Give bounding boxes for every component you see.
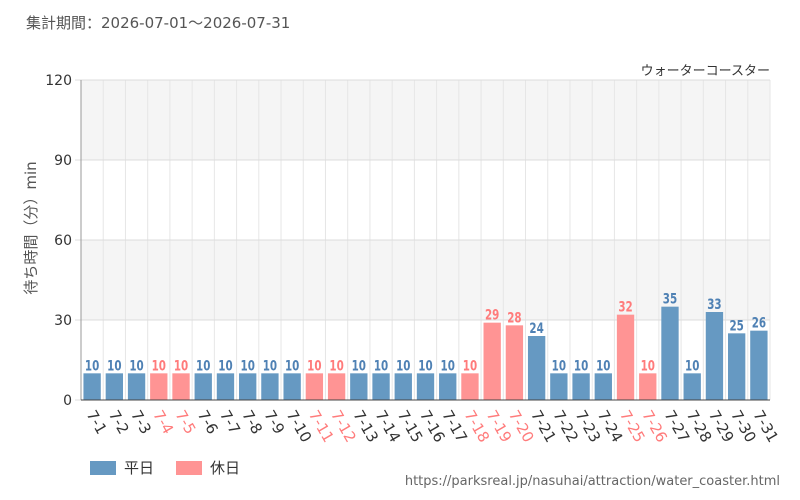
bar-7-9 — [261, 373, 279, 400]
x-tick-label-7-7: 7-7 — [216, 407, 244, 437]
data-label-7-7: 10 — [218, 358, 232, 374]
data-label-7-6: 10 — [196, 358, 210, 374]
data-label-7-15: 10 — [396, 358, 410, 374]
legend-item-weekday: 平日 — [90, 457, 154, 478]
bar-7-8 — [239, 373, 257, 400]
bar-series — [83, 306, 768, 400]
legend-holiday-label: 休日 — [210, 459, 241, 477]
bar-7-16 — [416, 373, 435, 400]
data-label-7-8: 10 — [241, 358, 255, 374]
data-label-7-17: 10 — [441, 358, 455, 374]
y-tick-label: 60 — [54, 233, 72, 249]
chart-title: ウォーターコースター — [640, 64, 770, 79]
legend-item-holiday: 休日 — [176, 457, 240, 478]
data-label-7-4: 10 — [152, 358, 166, 374]
legend: 平日 休日 — [90, 457, 240, 478]
bar-7-11 — [305, 373, 324, 400]
x-tick-label-7-1: 7-1 — [83, 407, 111, 437]
bar-7-7 — [216, 373, 235, 400]
collection-period-label: 集計期間：2026-07-01～2026-07-31 — [26, 14, 291, 32]
data-label-7-24: 10 — [596, 358, 610, 374]
bar-7-25 — [616, 314, 635, 400]
data-label-7-11: 10 — [307, 358, 321, 374]
data-label-7-13: 10 — [352, 358, 366, 374]
bar-7-13 — [350, 373, 368, 400]
bar-7-5 — [172, 373, 190, 400]
data-label-7-1: 10 — [85, 358, 99, 374]
data-label-7-16: 10 — [418, 358, 432, 374]
data-label-7-3: 10 — [129, 358, 143, 374]
legend-weekday-label: 平日 — [124, 459, 155, 477]
data-label-7-21: 24 — [529, 321, 543, 337]
data-label-7-5: 10 — [174, 358, 188, 374]
bar-7-26 — [639, 373, 657, 400]
bar-7-17 — [439, 373, 457, 400]
x-tick-label-7-5: 7-5 — [172, 407, 200, 437]
data-label-7-27: 35 — [663, 292, 677, 308]
data-label-7-12: 10 — [329, 358, 343, 374]
bar-7-22 — [550, 373, 568, 400]
data-label-7-20: 28 — [507, 310, 521, 326]
bar-7-27 — [661, 306, 679, 400]
y-tick-label: 90 — [54, 153, 72, 169]
y-axis-tick-labels: 0 30 60 90 120 — [45, 73, 72, 409]
weekday-swatch — [90, 460, 116, 475]
x-tick-label-7-8: 7-8 — [238, 407, 266, 437]
data-label-7-23: 10 — [574, 358, 588, 374]
bar-7-14 — [372, 373, 390, 400]
bar-7-19 — [483, 322, 501, 400]
x-tick-label-7-6: 7-6 — [194, 407, 222, 437]
bar-7-29 — [705, 312, 724, 400]
x-tick-label-7-9: 7-9 — [260, 407, 288, 437]
bar-7-18 — [461, 373, 479, 400]
plot-band — [81, 80, 770, 160]
bar-7-1 — [83, 373, 101, 400]
data-label-7-9: 10 — [263, 358, 277, 374]
data-label-7-28: 10 — [685, 358, 699, 374]
data-label-7-25: 32 — [618, 300, 632, 316]
y-tick-label: 120 — [45, 73, 72, 89]
data-label-7-10: 10 — [285, 358, 299, 374]
data-label-7-29: 33 — [707, 297, 721, 313]
data-label-7-19: 29 — [485, 308, 499, 324]
plot-band — [81, 240, 770, 320]
bar-7-20 — [505, 325, 524, 400]
bar-7-15 — [394, 373, 412, 400]
bar-7-28 — [683, 373, 701, 400]
x-tick-label-7-3: 7-3 — [127, 407, 155, 437]
bar-7-10 — [283, 373, 301, 400]
bar-7-6 — [194, 373, 212, 400]
source-url: https://parksreal.jp/nasuhai/attraction/… — [404, 474, 780, 489]
y-tick-label: 30 — [54, 313, 72, 329]
data-label-7-14: 10 — [374, 358, 388, 374]
x-tick-label-7-4: 7-4 — [149, 407, 177, 437]
data-label-7-2: 10 — [107, 358, 121, 374]
holiday-swatch — [176, 460, 203, 475]
data-label-7-22: 10 — [552, 358, 566, 374]
x-tick-label-7-2: 7-2 — [105, 407, 133, 437]
data-label-7-30: 25 — [729, 318, 743, 334]
bar-7-3 — [127, 373, 146, 400]
data-label-7-31: 26 — [752, 316, 766, 332]
data-label-7-26: 10 — [641, 358, 655, 374]
y-tick-label: 0 — [63, 393, 72, 409]
plot-band — [81, 160, 770, 240]
bar-7-23 — [572, 373, 590, 400]
x-axis-tick-labels: 7-17-27-37-47-57-67-77-87-97-107-117-127… — [83, 407, 782, 445]
data-labels: 10 10 10 10 10 10 10 10 10 10 10 10 10 10 10 10 10 10 29 28… — [85, 292, 766, 375]
y-axis-label: 待ち時間（分）min — [22, 161, 40, 294]
bar-7-30 — [727, 333, 746, 400]
bar-7-21 — [527, 336, 546, 400]
bar-7-2 — [105, 373, 124, 400]
data-label-7-18: 10 — [463, 358, 477, 374]
bar-7-24 — [594, 373, 612, 400]
bar-7-31 — [750, 330, 768, 400]
bar-7-4 — [150, 373, 168, 400]
bar-7-12 — [327, 373, 346, 400]
